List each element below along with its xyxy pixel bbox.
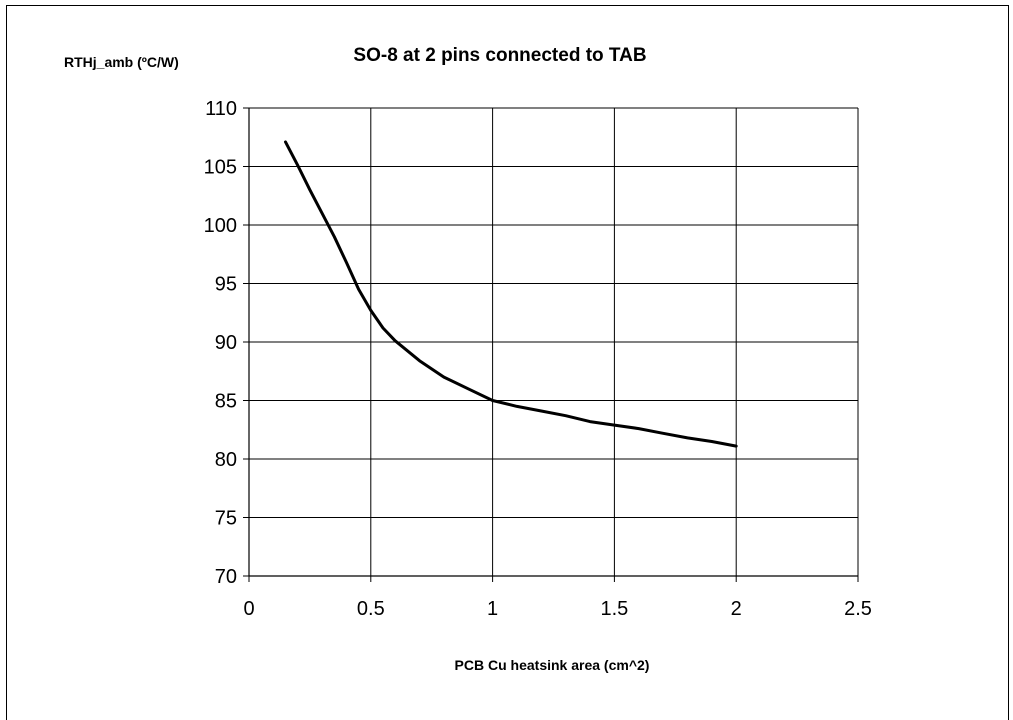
y-tick-label: 100 [204, 215, 237, 237]
axes [243, 107, 859, 582]
x-tick-label: 1.5 [600, 598, 628, 620]
y-tick-label: 105 [204, 157, 237, 179]
x-tick-label: 0.5 [357, 598, 385, 620]
x-tick-label: 2 [731, 598, 742, 620]
gridlines [248, 107, 859, 577]
tick-labels: 70 75 80 85 90 95 100 105 110 0 0.5 1 1.5 2 2.5 [204, 98, 872, 620]
y-tick-label: 95 [215, 274, 237, 296]
y-tick-label: 110 [205, 98, 237, 120]
y-tick-label: 80 [215, 449, 237, 471]
x-tick-label: 1 [487, 598, 498, 620]
x-tick-label: 0 [243, 598, 254, 620]
y-tick-label: 90 [215, 332, 237, 354]
x-tick-label: 2.5 [844, 598, 872, 620]
y-tick-label: 75 [215, 508, 237, 530]
y-tick-label: 85 [215, 391, 237, 413]
chart-title: SO-8 at 2 pins connected to TAB [353, 45, 646, 66]
figure-frame [6, 5, 1009, 720]
y-tick-label: 70 [215, 566, 237, 588]
y-axis-label: RTHj_amb (ºC/W) [64, 54, 179, 70]
series-line [284, 140, 738, 448]
series-group [284, 140, 738, 448]
x-axis-label: PCB Cu heatsink area (cm^2) [455, 657, 650, 673]
